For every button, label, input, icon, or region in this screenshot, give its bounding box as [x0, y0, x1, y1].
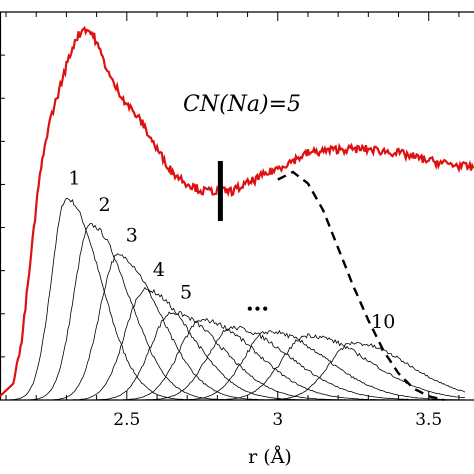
plot-area: [0, 11, 474, 402]
cn-annotation: CN(Na)=5: [183, 92, 301, 117]
shell-curve-10: [0, 341, 466, 401]
shell-label-3: 3: [126, 225, 138, 247]
shell-label-4: 4: [153, 259, 165, 281]
dashed-curve: [277, 170, 445, 402]
x-axis-label: r (Å): [248, 446, 292, 468]
x-tick-label: 2.5: [113, 410, 140, 430]
shell-label-1: 1: [68, 168, 80, 190]
shell-label-5: 5: [180, 282, 192, 304]
shell-label-2: 2: [99, 194, 111, 216]
shell-label-10: 10: [371, 311, 395, 333]
x-tick-label: 3: [272, 410, 283, 430]
total-rdf-curve: [0, 25, 474, 398]
x-tick-label: 3.5: [415, 410, 442, 430]
ellipsis-annotation: •••: [246, 302, 269, 316]
